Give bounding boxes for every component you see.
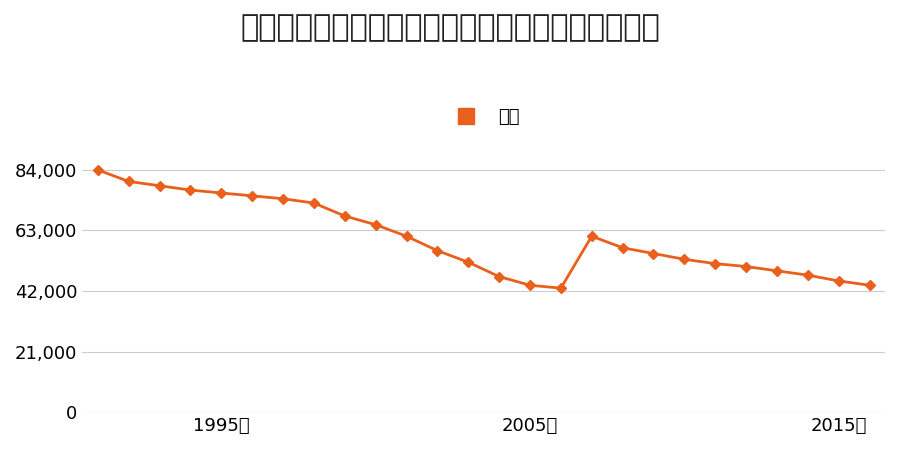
Text: 宮城県仙台市宮城野区岩切字今市６５番の地価推移: 宮城県仙台市宮城野区岩切字今市６５番の地価推移: [240, 14, 660, 42]
Legend: 価格: 価格: [440, 101, 526, 134]
